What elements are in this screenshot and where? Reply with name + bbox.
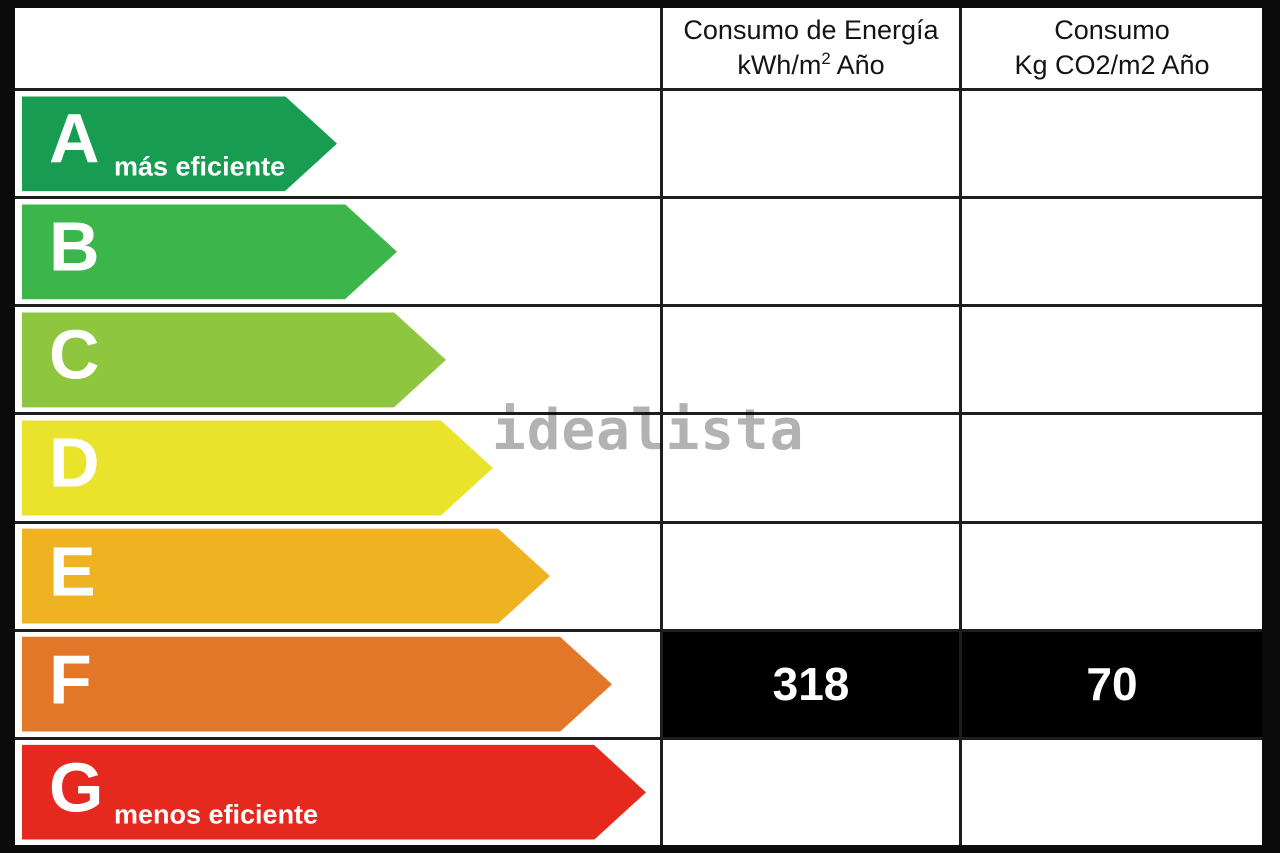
rating-bar: E (22, 529, 550, 624)
rating-row-e: E (15, 523, 660, 629)
energy-value-cell-d (663, 415, 959, 521)
header-empty-cell (15, 8, 660, 88)
energy-value-cell-c (663, 307, 959, 413)
rating-note: menos eficiente (114, 799, 319, 830)
rating-row-g: G menos eficiente (15, 739, 660, 845)
rating-letter: B (49, 207, 100, 286)
rating-bar: C (22, 312, 446, 407)
header-co2-line2: Kg CO2/m2 Año (1014, 50, 1210, 80)
rating-letter: A (49, 99, 100, 178)
header-co2-line1: Consumo (1054, 14, 1170, 45)
energy-value-cell-a (663, 91, 959, 197)
rating-bar: B (22, 204, 397, 299)
header-energy-consumption: Consumo de Energía kWh/m2 Año (663, 8, 959, 88)
rating-letter: D (49, 424, 100, 503)
energy-value-cell-b (663, 199, 959, 305)
rating-row-d: D (15, 415, 660, 521)
co2-value-cell-a (962, 91, 1262, 197)
co2-value-cell-d (962, 415, 1262, 521)
energy-value-cell-g (663, 739, 959, 845)
header-energy-line2: kWh/m2 Año (737, 49, 885, 80)
co2-value-cell-e (962, 523, 1262, 629)
rating-bar: G menos eficiente (22, 745, 646, 840)
header-energy-superscript: 2 (821, 49, 831, 68)
header-co2-consumption: Consumo Kg CO2/m2 Año (962, 8, 1262, 88)
rating-bar: F (22, 637, 612, 732)
rating-letter: G (49, 748, 104, 827)
header-energy-line1: Consumo de Energía (683, 14, 939, 45)
rating-bar: D (22, 420, 493, 515)
co2-value-cell-g (962, 739, 1262, 845)
rating-letter: C (49, 316, 100, 395)
co2-value-cell-b (962, 199, 1262, 305)
energy-value-cell-e (663, 523, 959, 629)
rating-row-c: C (15, 307, 660, 413)
rating-table: Consumo de Energía kWh/m2 Año Consumo Kg… (15, 8, 1262, 845)
rating-letter: F (49, 640, 92, 719)
rating-note: más eficiente (114, 151, 286, 182)
rating-row-f: F (15, 631, 660, 737)
energy-value-cell-f: 318 (663, 631, 959, 737)
rating-row-b: B (15, 199, 660, 305)
co2-value-cell-f: 70 (962, 631, 1262, 737)
rating-row-a: A más eficiente (15, 91, 660, 197)
rating-letter: E (49, 532, 96, 611)
rating-bar: A más eficiente (22, 96, 337, 191)
co2-value-cell-c (962, 307, 1262, 413)
